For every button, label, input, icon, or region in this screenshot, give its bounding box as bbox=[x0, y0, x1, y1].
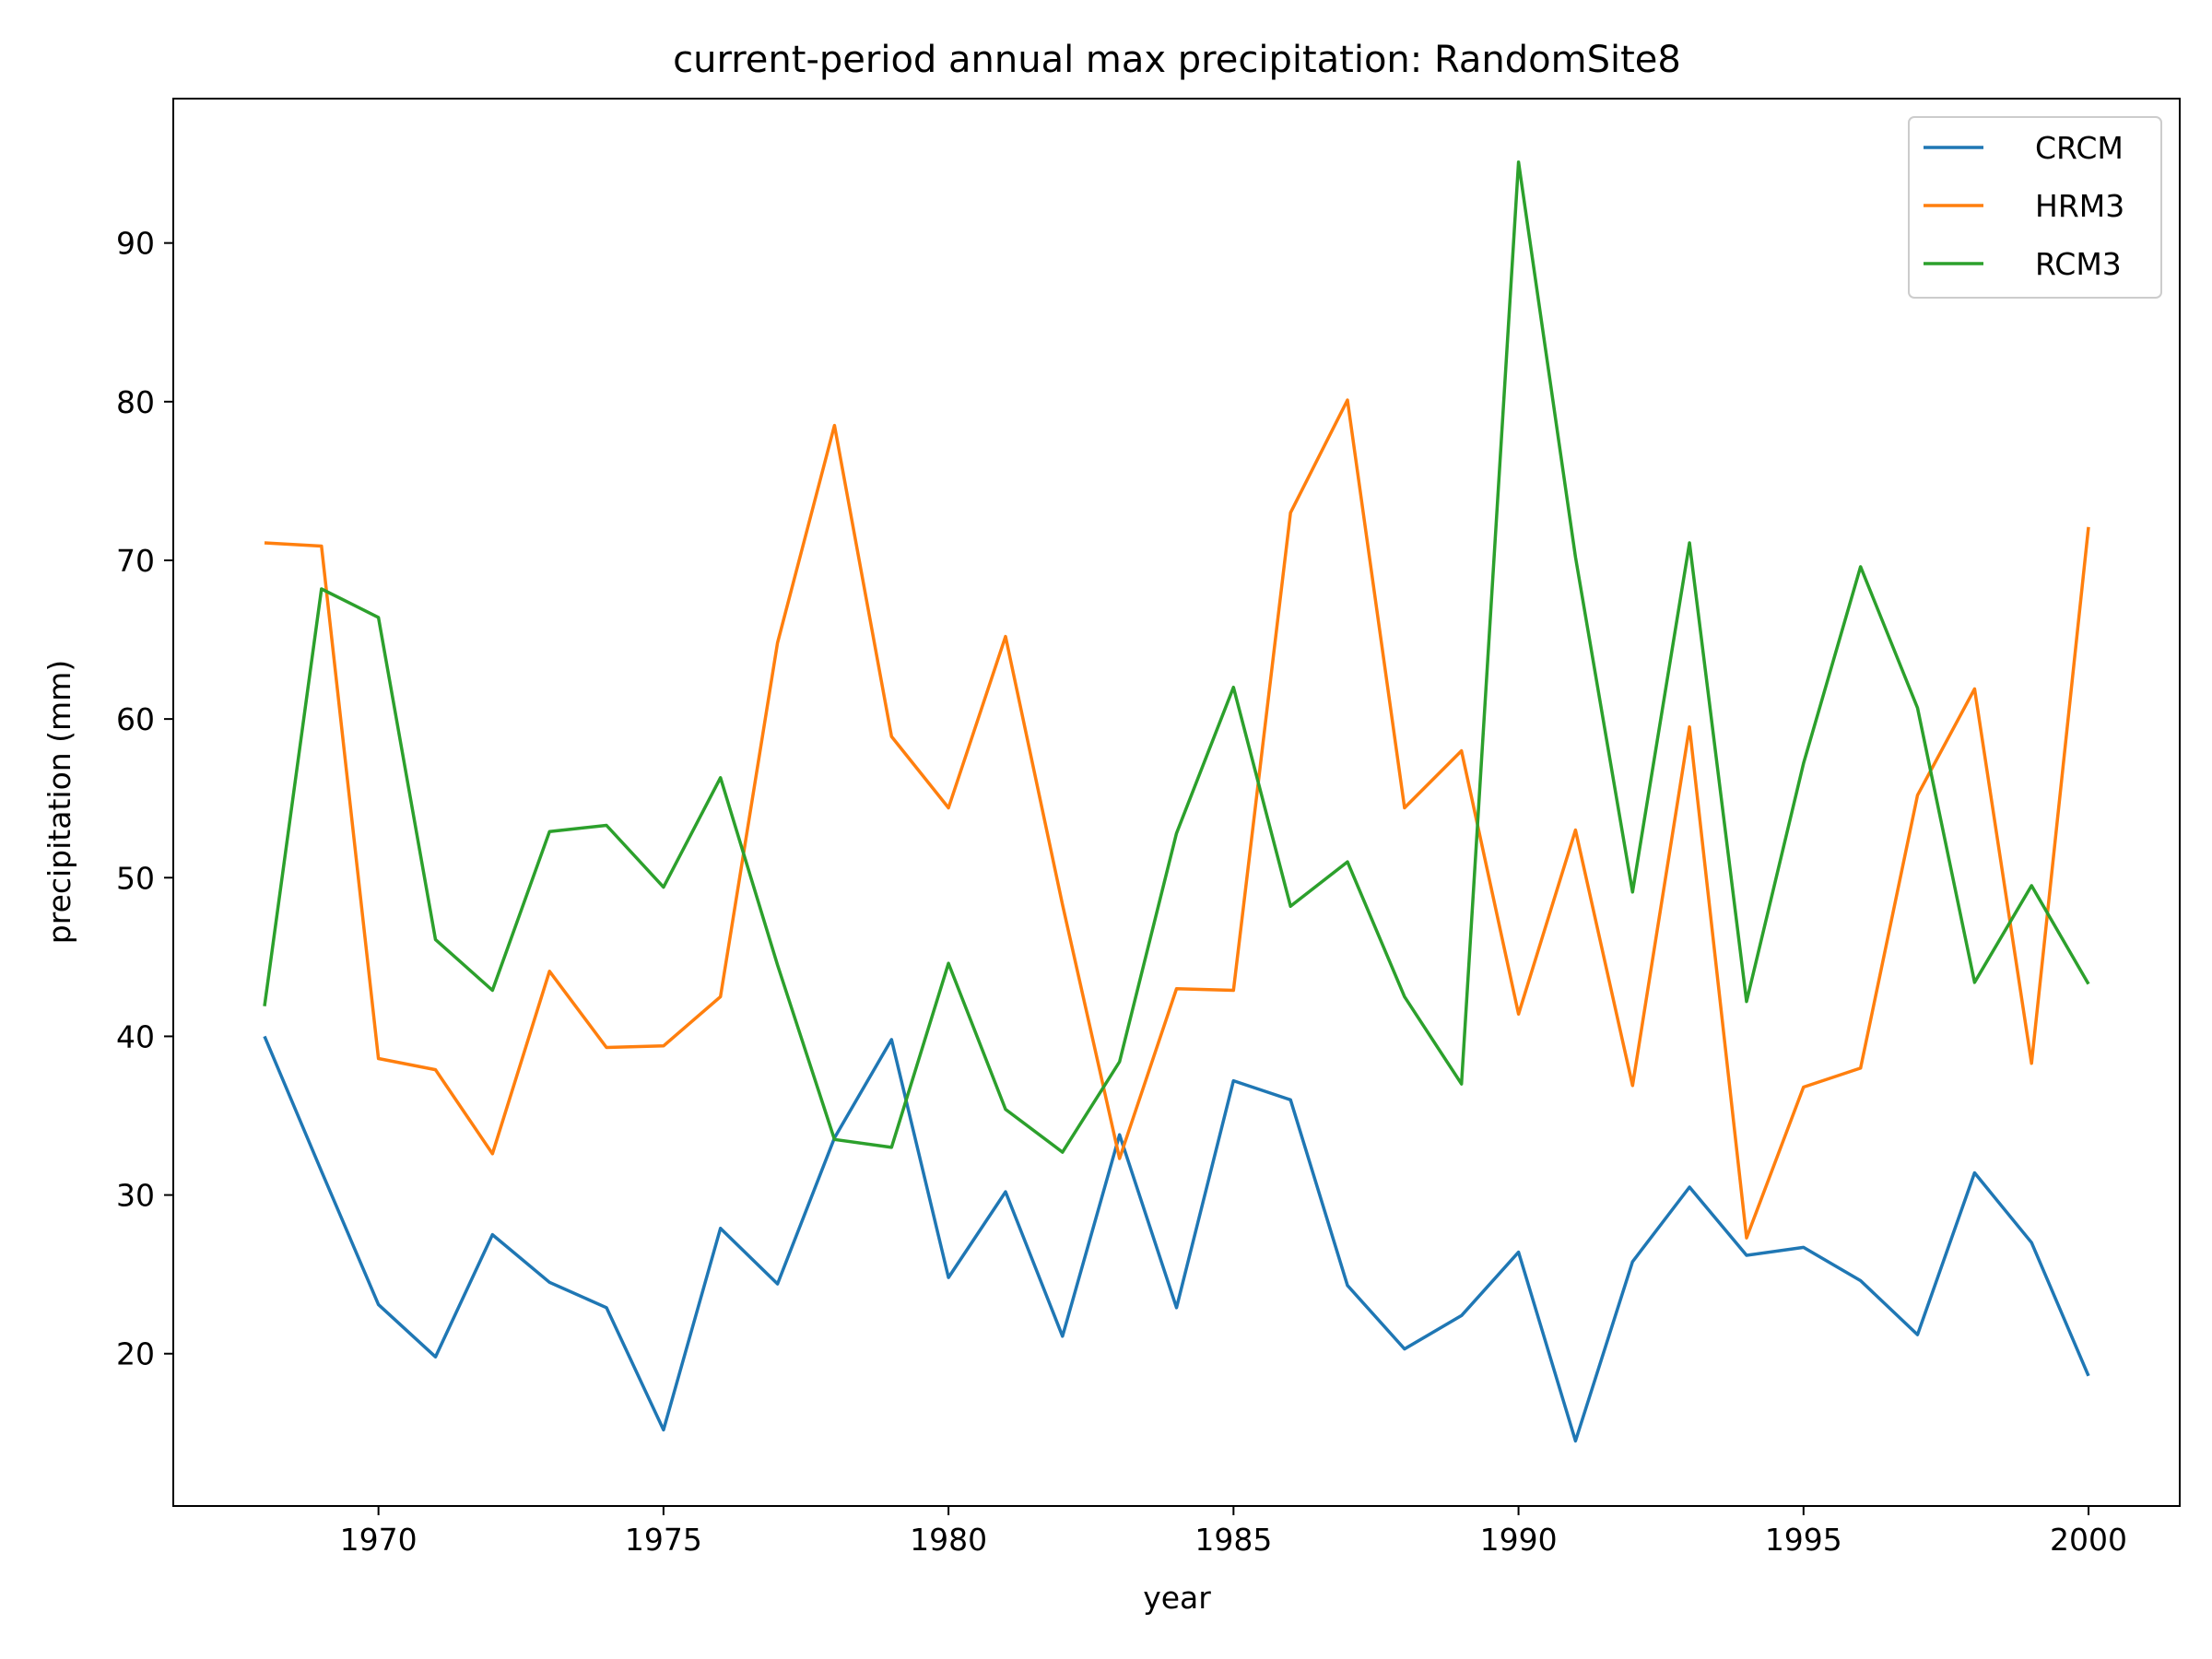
y-axis: 20 30 40 50 60 70 80 90 bbox=[116, 226, 173, 1372]
series-layer bbox=[263, 160, 2090, 1443]
y-tick-label: 20 bbox=[116, 1336, 155, 1372]
x-tick-label: 1980 bbox=[910, 1522, 987, 1558]
plot-area bbox=[172, 98, 2181, 1507]
y-tick-label: 60 bbox=[116, 701, 155, 737]
x-tick-label: 2000 bbox=[2050, 1522, 2127, 1558]
y-tick-label: 40 bbox=[116, 1018, 155, 1054]
y-tick-label: 90 bbox=[116, 226, 155, 262]
y-tick-label: 80 bbox=[116, 384, 155, 420]
legend-label-hrm3: HRM3 bbox=[2035, 188, 2124, 224]
legend: CRCM HRM3 RCM3 bbox=[1908, 116, 2162, 299]
x-axis: 1970 1975 1980 1985 1990 1995 2000 bbox=[340, 1506, 2127, 1558]
chart-title: current-period annual max precipitation:… bbox=[673, 39, 1681, 81]
series-line-crcm bbox=[263, 1035, 2090, 1443]
plot-frame bbox=[172, 98, 2181, 1507]
legend-label-rcm3: RCM3 bbox=[2035, 246, 2122, 282]
x-tick-label: 1975 bbox=[625, 1522, 702, 1558]
x-tick-label: 1995 bbox=[1765, 1522, 1842, 1558]
x-tick-label: 1970 bbox=[340, 1522, 418, 1558]
x-tick-label: 1985 bbox=[1194, 1522, 1272, 1558]
series-line-rcm3 bbox=[263, 160, 2090, 1154]
series-line-hrm3 bbox=[264, 398, 2090, 1240]
x-axis-label: year bbox=[1143, 1580, 1211, 1616]
y-tick-label: 70 bbox=[116, 543, 155, 579]
y-tick-label: 30 bbox=[116, 1178, 155, 1214]
y-tick-label: 50 bbox=[116, 860, 155, 896]
legend-box bbox=[1908, 116, 2162, 299]
x-tick-label: 1990 bbox=[1480, 1522, 1558, 1558]
legend-label-crcm: CRCM bbox=[2035, 130, 2124, 166]
y-axis-label: precipitation (mm) bbox=[41, 660, 77, 944]
